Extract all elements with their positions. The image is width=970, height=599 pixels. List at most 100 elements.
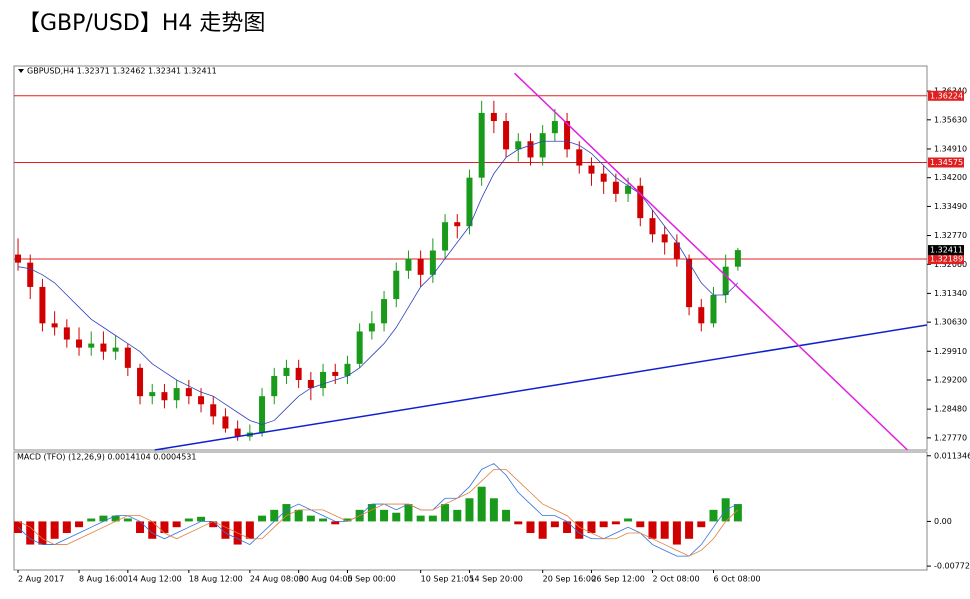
macd-bar xyxy=(465,498,474,522)
macd-bar xyxy=(123,518,132,522)
macd-panel xyxy=(13,451,928,571)
candle-body xyxy=(734,250,741,267)
candle-body xyxy=(51,323,58,328)
candle-body xyxy=(454,222,461,227)
candle-body xyxy=(466,177,473,227)
macd-bar xyxy=(245,521,254,539)
x-tick-label: 30 Aug 04:00 xyxy=(299,575,353,584)
candle-body xyxy=(673,242,680,259)
macd-bar xyxy=(319,518,328,522)
macd-bar xyxy=(428,515,437,522)
candle-body xyxy=(234,428,241,437)
candle-body xyxy=(515,141,522,150)
y-tick-label: 1.32060 xyxy=(934,260,967,269)
y-tick-label: 1.27770 xyxy=(934,433,967,442)
x-tick-label: 20 Sep 16:00 xyxy=(543,575,596,584)
level-label: 1.36224 xyxy=(930,91,963,100)
candle-body xyxy=(551,121,558,134)
macd-bar xyxy=(87,518,96,522)
macd-bar xyxy=(270,509,279,522)
candle-body xyxy=(612,181,619,194)
candle-body xyxy=(149,392,156,397)
candle-body xyxy=(368,323,375,332)
macd-bar xyxy=(502,509,511,522)
macd-bar xyxy=(306,515,315,522)
macd-bar xyxy=(209,521,218,528)
price-label: 1.32411 xyxy=(930,246,963,255)
candle-body xyxy=(27,262,34,287)
x-tick-label: 26 Sep 12:00 xyxy=(591,575,644,584)
macd-bar xyxy=(636,521,645,528)
candle-body xyxy=(320,371,327,389)
x-tick-label: 6 Oct 08:00 xyxy=(713,575,760,584)
macd-bar xyxy=(184,518,193,522)
macd-bar xyxy=(685,521,694,539)
moving-average xyxy=(17,140,739,425)
menu-arrow xyxy=(18,69,24,73)
y-tick-label: 1.30630 xyxy=(934,318,967,327)
candle-body xyxy=(710,295,717,324)
macd-bar xyxy=(380,509,389,522)
candle-body xyxy=(564,121,571,150)
candle-body xyxy=(478,112,485,178)
macd-bar xyxy=(38,521,47,545)
y-tick-label: 1.29200 xyxy=(934,375,967,384)
macd-bar xyxy=(599,521,608,528)
macd-bar xyxy=(148,521,157,539)
main-header: GBPUSD,H4 1.32371 1.32462 1.32341 1.3241… xyxy=(27,67,217,76)
candle-body xyxy=(283,367,290,376)
x-tick-label: 18 Aug 12:00 xyxy=(189,575,243,584)
trend-line xyxy=(514,72,908,451)
macd-bar xyxy=(648,521,657,539)
candle-body xyxy=(686,258,693,308)
macd-bar xyxy=(331,521,340,525)
y-tick-label: 1.28480 xyxy=(934,405,967,414)
candle-body xyxy=(88,343,95,348)
macd-bar xyxy=(733,504,742,522)
macd-bar xyxy=(258,515,267,522)
macd-bar xyxy=(611,521,620,525)
macd-bar xyxy=(62,521,71,533)
macd-bar xyxy=(99,515,108,522)
y-tick-label: 0.011346 xyxy=(934,451,970,460)
level-label: 1.32189 xyxy=(930,255,963,264)
macd-header: MACD (TFO) (12,26,9) 0.0014104 0.0004531 xyxy=(17,453,196,462)
macd-bar xyxy=(75,521,84,528)
y-tick-label: 1.33490 xyxy=(934,202,967,211)
candle-body xyxy=(307,379,314,389)
candle-body xyxy=(76,339,83,348)
macd-bar xyxy=(709,509,718,522)
candle-body xyxy=(405,258,412,271)
x-tick-label: 5 Sep 00:00 xyxy=(347,575,395,584)
y-tick-label: 1.32770 xyxy=(934,231,967,240)
macd-bar xyxy=(197,516,206,522)
candle-body xyxy=(661,234,668,243)
candle-body xyxy=(539,133,546,158)
candle-body xyxy=(381,299,388,324)
level-tag xyxy=(928,254,964,265)
macd-bar xyxy=(14,521,23,533)
macd-bar xyxy=(26,521,35,545)
candle-body xyxy=(259,396,266,433)
macd-bar xyxy=(538,521,547,539)
x-tick-label: 2 Oct 08:00 xyxy=(652,575,699,584)
candle-body xyxy=(173,388,180,401)
y-tick-label: 1.34910 xyxy=(934,144,967,153)
y-tick-label: 1.35630 xyxy=(934,115,967,124)
candle-body xyxy=(39,286,46,324)
x-tick-label: 24 Aug 08:00 xyxy=(250,575,304,584)
candle-body xyxy=(295,367,302,380)
candle-body xyxy=(442,222,449,251)
x-tick-label: 8 Aug 16:00 xyxy=(79,575,128,584)
y-tick-label: 1.31340 xyxy=(934,289,967,298)
candle-body xyxy=(124,347,131,368)
macd-bar xyxy=(453,509,462,522)
macd-bar xyxy=(575,521,584,539)
macd-bar xyxy=(111,515,120,522)
macd-bar xyxy=(441,504,450,522)
macd-bar xyxy=(343,518,352,522)
macd-bar xyxy=(660,521,669,539)
candle-body xyxy=(625,185,632,194)
